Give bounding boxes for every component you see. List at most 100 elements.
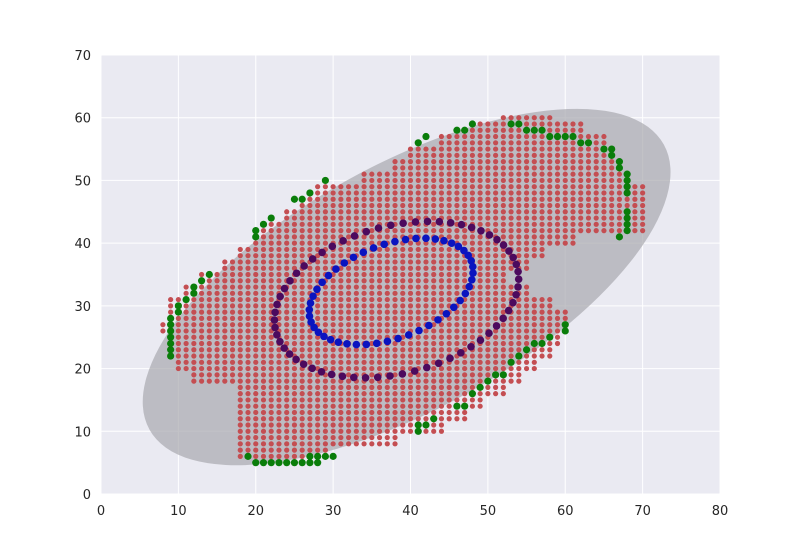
red-point (175, 340, 181, 347)
red-point (299, 202, 305, 209)
green-point (174, 308, 182, 316)
red-point (291, 384, 298, 390)
red-point (191, 353, 197, 359)
green-point (290, 459, 299, 467)
red-point (260, 246, 267, 253)
red-point (438, 365, 445, 372)
red-point (229, 378, 236, 384)
red-point (446, 209, 452, 215)
red-point (485, 365, 491, 372)
red-point (415, 165, 421, 171)
red-point (531, 184, 537, 190)
red-point (547, 240, 553, 246)
red-point (508, 372, 514, 378)
red-point (438, 152, 445, 158)
red-point (361, 322, 367, 328)
red-point (454, 190, 460, 196)
red-point (253, 453, 259, 459)
red-point (384, 271, 390, 278)
red-point (446, 271, 452, 278)
red-point (253, 409, 259, 416)
green-point (623, 220, 631, 228)
red-point (276, 416, 282, 422)
red-point (369, 296, 375, 303)
red-point (346, 422, 352, 428)
purple-ring-point (308, 255, 317, 263)
red-point (493, 334, 499, 340)
red-point (516, 365, 522, 372)
red-point (330, 202, 336, 209)
red-point (229, 322, 236, 328)
red-point (392, 228, 398, 234)
red-point (554, 202, 561, 209)
red-point (516, 152, 522, 158)
red-point (431, 296, 437, 303)
red-point (415, 340, 421, 347)
red-point (593, 221, 599, 227)
green-point (615, 233, 624, 241)
blue-ring-point (349, 253, 358, 262)
red-point (415, 359, 421, 365)
red-point (609, 221, 615, 227)
red-point (415, 296, 421, 303)
red-point (500, 221, 506, 227)
red-point (562, 190, 568, 196)
red-point (245, 265, 251, 271)
red-point (493, 133, 499, 140)
red-point (307, 441, 313, 447)
red-point (346, 334, 352, 340)
red-point (531, 228, 537, 234)
red-point (523, 303, 530, 309)
red-point (485, 278, 491, 284)
red-point (601, 165, 607, 171)
red-point (353, 215, 359, 221)
red-point (361, 359, 367, 365)
red-point (338, 290, 344, 296)
red-point (392, 384, 398, 390)
red-point (570, 234, 576, 240)
red-point (539, 246, 545, 253)
red-point (523, 284, 530, 290)
red-point (330, 315, 336, 321)
red-point (547, 127, 553, 133)
red-point (493, 378, 499, 384)
red-point (315, 391, 321, 397)
red-point (384, 246, 390, 253)
red-point (601, 228, 607, 234)
red-point (338, 196, 344, 202)
red-point (346, 384, 352, 390)
green-point (538, 339, 546, 348)
red-point (291, 303, 298, 309)
red-point (516, 140, 522, 146)
red-point (384, 303, 390, 309)
red-point (322, 359, 328, 365)
red-point (547, 190, 553, 196)
red-point (237, 416, 243, 422)
red-point (415, 397, 421, 403)
green-point (306, 459, 314, 467)
blue-ring-point (309, 292, 317, 301)
red-point (276, 284, 282, 290)
red-point (570, 240, 576, 246)
red-point (353, 265, 359, 271)
red-point (523, 259, 530, 265)
red-point (214, 296, 220, 303)
red-point (632, 190, 638, 196)
red-point (338, 315, 344, 321)
red-point (322, 447, 328, 453)
red-point (485, 146, 491, 152)
red-point (523, 177, 530, 184)
red-point (346, 215, 352, 221)
red-point (446, 284, 452, 290)
red-point (562, 221, 568, 227)
red-point (245, 253, 251, 259)
red-point (369, 271, 375, 278)
red-point (284, 265, 290, 271)
red-point (214, 340, 220, 347)
red-point (361, 290, 367, 296)
red-point (245, 328, 251, 334)
red-point (384, 202, 390, 209)
red-point (284, 428, 290, 434)
green-point (499, 371, 507, 379)
red-point (446, 165, 452, 171)
